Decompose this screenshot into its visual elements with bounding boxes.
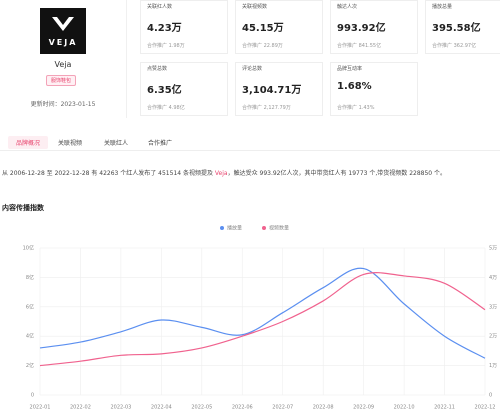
stat-sub: 合作推广 841.55亿: [337, 43, 382, 49]
y2-tick-label: 4万: [489, 275, 497, 281]
x-tick-label: 2022-10: [394, 405, 415, 411]
summary-brand[interactable]: Veja: [214, 170, 228, 177]
legend-marker: [262, 226, 266, 230]
legend-label: 播放量: [227, 225, 242, 232]
y-tick-label: 0: [31, 393, 34, 399]
x-tick-label: 2022-12: [475, 405, 496, 411]
legend-label: 视频数量: [269, 225, 289, 232]
brand-logo: VEJA: [40, 8, 86, 54]
tab[interactable]: 合作推广: [148, 140, 173, 147]
x-tick-label: 2022-09: [353, 405, 374, 411]
stat-value: 993.92亿: [337, 23, 386, 34]
chart-title: 内容传播指数: [2, 204, 44, 212]
stat-card: 触达人次 993.92亿合作推广 841.55亿: [330, 0, 418, 54]
y-tick-label: 8亿: [26, 274, 34, 281]
x-tick-label: 2022-05: [191, 405, 212, 411]
logo-mark: [52, 17, 74, 31]
summary-text: ，触达受众 993.92亿人次，其中带货红人有 19773 个,带货视频数 22…: [227, 170, 447, 177]
x-tick-label: 2022-01: [30, 405, 51, 411]
stat-value: 4.23万: [147, 23, 182, 34]
stat-value: 6.35亿: [147, 85, 182, 96]
stat-sub: 合作推广 362.97亿: [432, 43, 477, 49]
y-tick-label: 4亿: [26, 333, 34, 340]
stat-card: 关联视频数 45.15万合作推广 22.89万: [235, 0, 323, 54]
tabs: 品牌概况 关联视频 关联红人 合作推广: [0, 134, 500, 151]
stat-label: 品牌互动率: [337, 66, 363, 72]
stat-label: 点赞总数: [147, 66, 168, 72]
stat-sub: 合作推广 1.43%: [337, 105, 375, 111]
y2-tick-label: 0: [489, 393, 492, 399]
y2-tick-label: 2万: [489, 334, 497, 340]
brand-card: VEJA Veja 服饰鞋包 更新时间：2023-01-15: [0, 0, 127, 118]
y2-tick-label: 5万: [489, 246, 497, 252]
brand-name: Veja: [54, 60, 72, 69]
stat-card: 点赞总数 6.35亿合作推广 4.98亿: [140, 62, 228, 116]
y2-tick-label: 3万: [489, 304, 497, 310]
stat-card: 评论总数 3,104.71万合作推广 2,127.79万: [235, 62, 323, 116]
stat-label: 关联红人数: [147, 4, 173, 10]
x-tick-label: 2022-02: [70, 405, 91, 411]
stat-card: 播放总量 395.58亿合作推广 362.97亿: [425, 0, 500, 54]
x-tick-label: 2022-07: [272, 405, 293, 411]
stat-value: 1.68%: [337, 81, 372, 92]
x-tick-label: 2022-03: [110, 405, 131, 411]
brand-tag[interactable]: 服饰鞋包: [46, 75, 77, 86]
update-time: 更新时间：2023-01-15: [30, 101, 96, 108]
stat-card: 关联红人数 4.23万合作推广 1.98万: [140, 0, 228, 54]
stat-sub: 合作推广 22.89万: [242, 43, 283, 49]
stat-label: 触达人次: [337, 4, 358, 10]
stat-card: 品牌互动率 1.68% 合作推广 1.43%: [330, 62, 418, 116]
summary: 从 2006-12-28 至 2022-12-28 有 42263 个红人发布了…: [2, 168, 498, 177]
stat-sub: 合作推广 2,127.79万: [242, 105, 291, 111]
chart: 0 2亿 4亿 6亿 8亿 10亿 0 1万 2万 3万 4万 5万 2022-01 2022-02 202…: [23, 225, 498, 411]
stat-label: 关联视频数: [242, 4, 268, 10]
legend-marker: [220, 226, 224, 230]
stat-label: 播放总量: [432, 4, 453, 10]
y2-tick-label: 1万: [489, 363, 497, 369]
stat-sub: 合作推广 1.98万: [147, 43, 185, 49]
series-line: [39, 272, 486, 367]
tab[interactable]: 关联红人: [104, 140, 129, 147]
stat-value: 45.15万: [242, 23, 284, 34]
tab[interactable]: 品牌概况: [8, 136, 49, 149]
stat-label: 评论总数: [242, 66, 263, 72]
logo-text: VEJA: [48, 38, 78, 47]
stat-value: 3,104.71万: [242, 85, 302, 96]
x-tick-label: 2022-11: [434, 405, 455, 411]
y-tick-label: 6亿: [26, 303, 34, 310]
y-tick-label: 10亿: [23, 245, 34, 252]
x-tick-label: 2022-06: [232, 405, 253, 411]
series-line: [39, 267, 486, 359]
tab[interactable]: 关联视频: [58, 140, 83, 147]
summary-text: 从 2006-12-28 至 2022-12-28 有 42263 个红人发布了…: [2, 170, 215, 177]
y-tick-label: 2亿: [26, 362, 34, 369]
stat-value: 395.58亿: [432, 23, 481, 34]
x-tick-label: 2022-08: [313, 405, 334, 411]
stat-sub: 合作推广 4.98亿: [147, 105, 185, 111]
x-tick-label: 2022-04: [151, 405, 172, 411]
